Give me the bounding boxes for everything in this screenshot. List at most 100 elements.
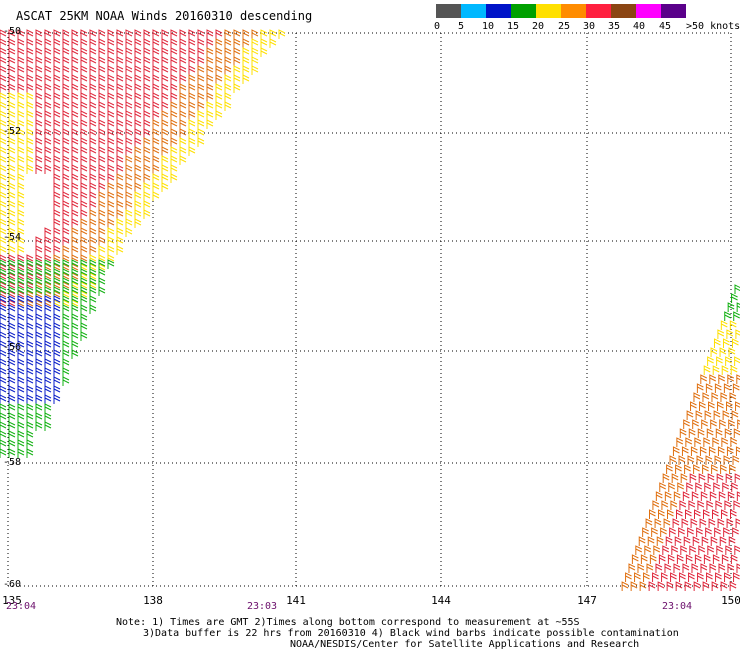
wind-barb xyxy=(53,29,61,39)
wind-barb xyxy=(732,527,739,537)
wind-barb xyxy=(62,110,70,120)
wind-barb xyxy=(35,146,43,156)
wind-barb xyxy=(125,137,133,147)
wind-barb xyxy=(80,322,88,332)
wind-barb xyxy=(17,286,25,296)
scale-label-20: 20 xyxy=(532,21,545,32)
wind-barb xyxy=(134,137,142,147)
wind-barb xyxy=(726,401,733,411)
wind-barb xyxy=(643,572,650,582)
wind-barb xyxy=(0,263,7,273)
wind-barb xyxy=(80,65,88,75)
wind-barb xyxy=(53,295,61,305)
wind-barb xyxy=(89,101,97,111)
wind-barb xyxy=(89,164,97,174)
wind-barb xyxy=(8,313,16,323)
wind-barb xyxy=(116,209,124,219)
wind-barb xyxy=(17,74,25,84)
wind-barb xyxy=(71,92,79,102)
wind-barb xyxy=(62,65,70,75)
wind-barb xyxy=(53,56,61,66)
wind-barb xyxy=(107,38,115,48)
wind-barb xyxy=(730,437,738,447)
wind-barb xyxy=(0,313,7,323)
wind-barb xyxy=(161,182,169,192)
wind-barb xyxy=(35,358,43,368)
wind-barb xyxy=(682,491,690,501)
wind-barb xyxy=(8,448,16,458)
wind-barb xyxy=(134,209,142,219)
wind-barb xyxy=(62,191,70,201)
wind-barb xyxy=(224,74,232,84)
wind-barb xyxy=(62,236,70,246)
wind-barb xyxy=(673,563,681,573)
wind-barb xyxy=(17,340,25,350)
wind-barb xyxy=(242,47,250,57)
wind-barb xyxy=(0,74,7,84)
wind-barb xyxy=(179,110,187,120)
wind-barb xyxy=(35,164,43,174)
scale-label-40: 40 xyxy=(633,21,646,32)
wind-barb xyxy=(62,155,70,165)
wind-barb xyxy=(720,581,728,591)
wind-barb xyxy=(0,209,7,219)
wind-barb xyxy=(631,554,639,564)
wind-barb xyxy=(224,56,232,66)
wind-barb xyxy=(62,119,70,129)
wind-barb xyxy=(179,155,187,165)
wind-barb xyxy=(62,304,70,314)
wind-barb xyxy=(677,482,684,492)
wind-barb xyxy=(125,218,133,228)
wind-barb xyxy=(26,268,34,278)
wind-barb xyxy=(731,293,738,303)
wind-barb xyxy=(107,245,115,255)
lat-label-54: -54 xyxy=(3,232,22,243)
wind-barb xyxy=(188,47,196,57)
wind-barb xyxy=(62,209,70,219)
wind-barb xyxy=(17,322,25,332)
wind-barb xyxy=(98,245,106,255)
wind-barb xyxy=(8,236,16,246)
wind-barb xyxy=(80,155,88,165)
wind-barb xyxy=(53,322,61,332)
wind-barb xyxy=(251,47,259,57)
wind-barb xyxy=(26,38,34,48)
wind-barb xyxy=(143,146,151,156)
wind-barb xyxy=(233,74,241,84)
wind-barb xyxy=(161,56,169,66)
wind-barb xyxy=(188,128,196,138)
wind-barb xyxy=(697,572,704,582)
wind-barb xyxy=(98,146,106,156)
wind-barb xyxy=(724,311,731,321)
wind-barb xyxy=(707,356,714,366)
wind-barb xyxy=(728,347,736,357)
wind-barb xyxy=(71,304,79,314)
wind-barb xyxy=(161,29,169,39)
wind-barb xyxy=(71,259,79,269)
wind-barb xyxy=(116,236,124,246)
wind-barb xyxy=(726,518,734,528)
wind-barb xyxy=(26,376,34,386)
wind-barb xyxy=(71,227,79,237)
wind-barb xyxy=(260,29,268,39)
wind-barb xyxy=(98,101,106,111)
wind-barb xyxy=(188,92,196,102)
wind-barb xyxy=(152,83,160,93)
wind-barb xyxy=(71,209,79,219)
wind-barb xyxy=(17,146,25,156)
wind-barb xyxy=(80,128,88,138)
wind-barb xyxy=(53,277,61,287)
wind-barb xyxy=(8,92,16,102)
pass-time-east: 23:04 xyxy=(661,601,693,612)
wind-barb xyxy=(80,331,88,341)
wind-barb xyxy=(0,182,7,192)
wind-barb xyxy=(206,110,214,120)
wind-barb xyxy=(80,74,88,84)
lon-label-135: 135 xyxy=(2,594,22,607)
wind-barb xyxy=(678,455,686,465)
wind-barb xyxy=(161,119,169,129)
wind-barb xyxy=(260,47,268,57)
wind-barb xyxy=(44,304,52,314)
wind-barb xyxy=(707,473,715,483)
wind-barb xyxy=(206,119,214,129)
